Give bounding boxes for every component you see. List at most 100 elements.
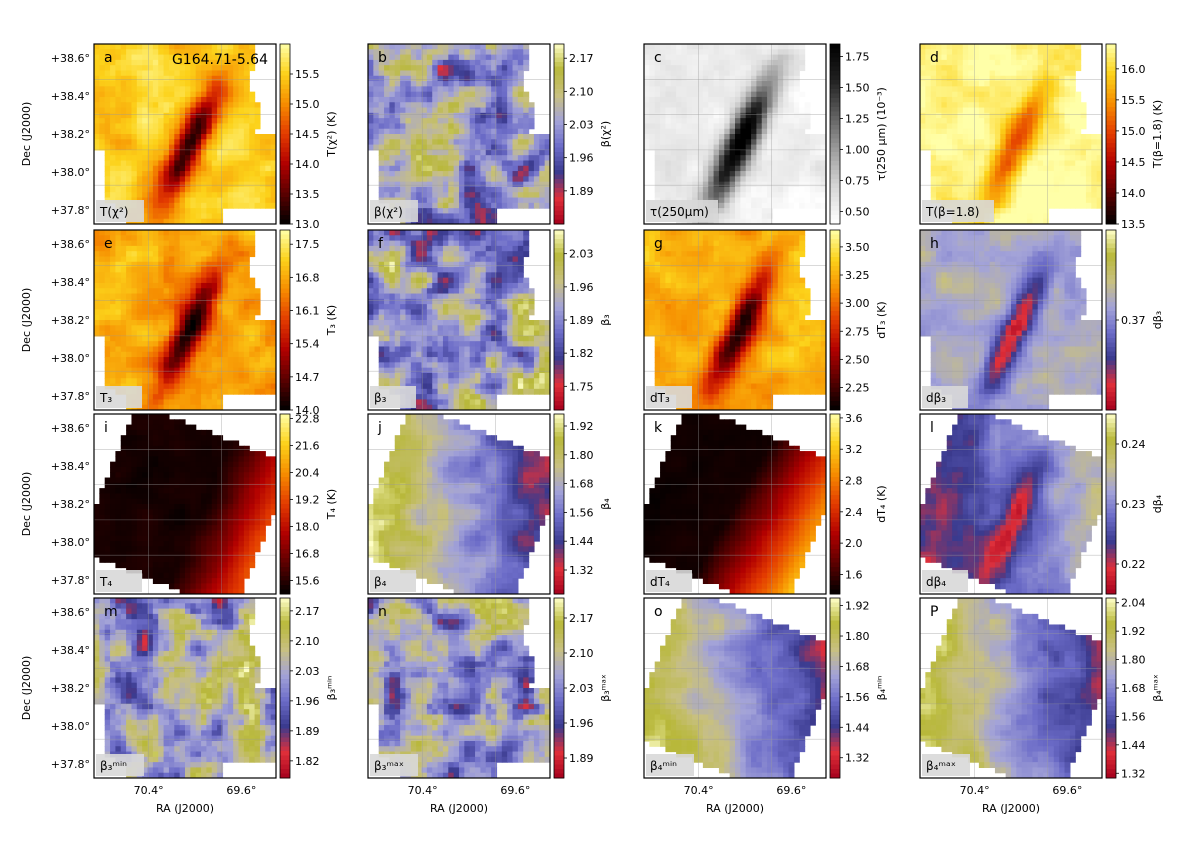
heatmap-cell bbox=[120, 81, 127, 87]
heatmap-cell bbox=[1005, 86, 1012, 93]
heatmap-cell bbox=[416, 70, 423, 77]
heatmap-cell bbox=[206, 192, 213, 199]
heatmap-cell bbox=[767, 192, 774, 199]
colorbar-segment bbox=[1106, 48, 1116, 54]
colorbar-segment bbox=[830, 125, 840, 130]
colorbar-segment bbox=[1106, 116, 1116, 121]
heatmap-cell bbox=[168, 49, 175, 56]
colorbar-segment bbox=[554, 129, 564, 135]
heatmap-cell bbox=[767, 91, 774, 98]
heatmap-cell bbox=[405, 171, 412, 177]
heatmap-cell bbox=[978, 149, 985, 156]
heatmap-cell bbox=[432, 75, 439, 82]
colorbar-segment bbox=[1106, 102, 1116, 108]
heatmap-cell bbox=[767, 171, 774, 177]
heatmap-cell bbox=[432, 44, 439, 50]
heatmap-cell bbox=[384, 181, 391, 188]
heatmap-cell bbox=[1011, 91, 1017, 98]
heatmap-cell bbox=[756, 134, 763, 140]
heatmap-cell bbox=[930, 65, 937, 72]
heatmap-cell bbox=[517, 144, 524, 151]
heatmap-cell bbox=[735, 155, 741, 162]
colorbar-segment bbox=[1106, 53, 1116, 58]
colorbar-segment bbox=[1106, 129, 1116, 135]
heatmap-cell bbox=[708, 102, 715, 109]
heatmap-cell bbox=[925, 96, 932, 103]
heatmap-cell bbox=[158, 341, 165, 348]
heatmap-cell bbox=[104, 240, 111, 247]
heatmap-cell bbox=[1011, 96, 1017, 103]
heatmap-cell bbox=[147, 330, 154, 337]
heatmap-cell bbox=[496, 65, 503, 72]
heatmap-cell bbox=[793, 155, 800, 162]
heatmap-cell bbox=[1059, 128, 1066, 135]
heatmap-cell bbox=[692, 112, 699, 119]
heatmap-cell bbox=[740, 44, 747, 50]
heatmap-cell bbox=[1000, 171, 1007, 177]
heatmap-cell bbox=[1048, 202, 1055, 209]
heatmap-cell bbox=[783, 134, 790, 140]
colorbar-segment bbox=[830, 152, 840, 157]
heatmap-cell bbox=[222, 107, 229, 114]
heatmap-cell bbox=[174, 351, 181, 358]
heatmap-cell bbox=[185, 192, 191, 199]
heatmap-cell bbox=[692, 59, 699, 66]
heatmap-cell bbox=[179, 372, 186, 379]
heatmap-cell bbox=[152, 240, 159, 247]
heatmap-cell bbox=[735, 112, 741, 119]
heatmap-cell bbox=[195, 192, 202, 199]
heatmap-cell bbox=[238, 134, 245, 140]
heatmap-cell bbox=[480, 112, 487, 119]
heatmap-cell bbox=[448, 91, 455, 98]
colorbar-segment bbox=[830, 48, 840, 54]
heatmap-cell bbox=[708, 186, 715, 193]
heatmap-cell bbox=[507, 165, 514, 172]
heatmap-cell bbox=[190, 112, 197, 119]
heatmap-cell bbox=[686, 176, 693, 183]
heatmap-cell bbox=[1043, 49, 1050, 56]
heatmap-cell bbox=[152, 267, 159, 273]
heatmap-cell bbox=[174, 245, 181, 252]
heatmap-cell bbox=[1016, 118, 1023, 125]
heatmap-cell bbox=[201, 44, 208, 50]
heatmap-cell bbox=[158, 171, 165, 177]
heatmap-cell bbox=[195, 388, 202, 395]
heatmap-cell bbox=[152, 165, 159, 172]
heatmap-cell bbox=[459, 102, 465, 109]
heatmap-cell bbox=[772, 149, 779, 156]
heatmap-cell bbox=[126, 96, 133, 103]
heatmap-cell bbox=[126, 240, 133, 247]
heatmap-cell bbox=[501, 86, 508, 93]
heatmap-cell bbox=[416, 155, 423, 162]
heatmap-cell bbox=[1043, 91, 1050, 98]
heatmap-cell bbox=[1032, 102, 1039, 109]
heatmap-cell bbox=[740, 75, 747, 82]
heatmap-cell bbox=[249, 165, 256, 172]
colorbar-segment bbox=[830, 210, 840, 216]
heatmap-cell bbox=[740, 192, 747, 199]
heatmap-cell bbox=[761, 155, 768, 162]
colorbar-segment bbox=[280, 125, 290, 130]
heatmap-cell bbox=[1085, 155, 1092, 162]
heatmap-cell bbox=[195, 261, 202, 268]
heatmap-cell bbox=[368, 91, 374, 98]
heatmap-cell bbox=[756, 75, 763, 82]
heatmap-cell bbox=[368, 123, 374, 130]
heatmap-cell bbox=[126, 362, 133, 369]
heatmap-cell bbox=[400, 149, 407, 156]
heatmap-cell bbox=[644, 107, 650, 114]
heatmap-cell bbox=[533, 171, 540, 177]
heatmap-cell bbox=[158, 298, 165, 305]
heatmap-cell bbox=[254, 144, 261, 151]
heatmap-cell bbox=[501, 49, 508, 56]
heatmap-cell bbox=[994, 134, 1001, 140]
heatmap-cell bbox=[761, 171, 768, 177]
heatmap-cell bbox=[702, 81, 709, 87]
heatmap-cell bbox=[416, 192, 423, 199]
heatmap-cell bbox=[713, 65, 720, 72]
heatmap-cell bbox=[179, 134, 186, 140]
heatmap-cell bbox=[718, 213, 725, 220]
heatmap-cell bbox=[206, 128, 213, 135]
heatmap-cell bbox=[432, 165, 439, 172]
heatmap-cell bbox=[217, 118, 224, 125]
